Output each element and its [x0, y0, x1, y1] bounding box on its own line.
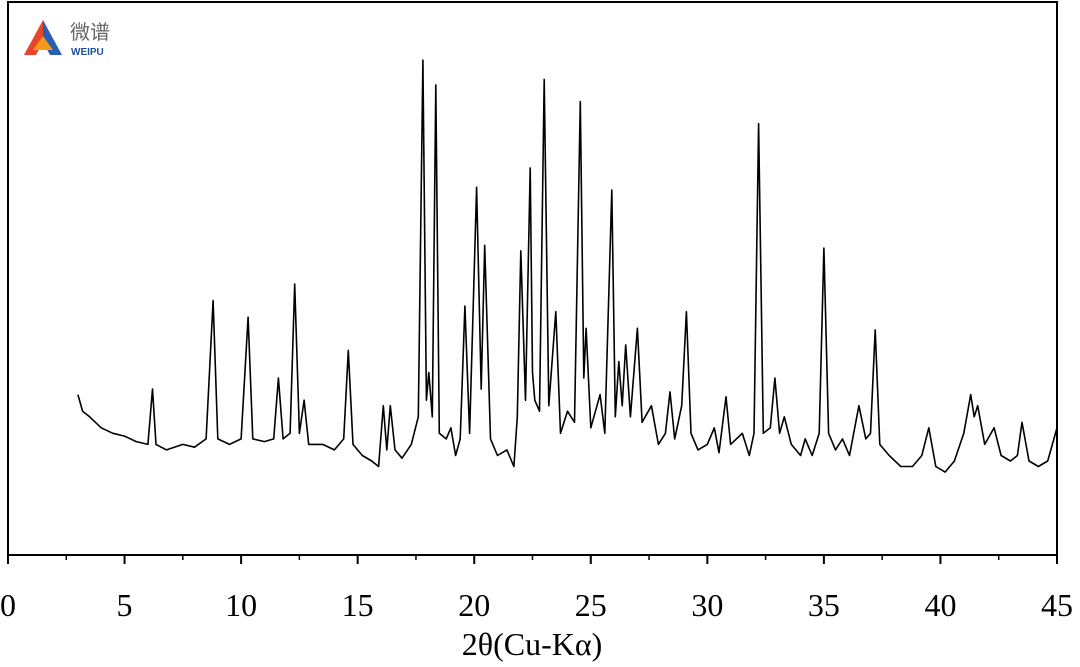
logo-center [33, 36, 53, 50]
x-tick-label: 45 [1041, 587, 1073, 623]
x-tick-label: 0 [0, 587, 16, 623]
x-tick-label: 5 [117, 587, 133, 623]
x-axis-label: 2θ(Cu-Kα) [462, 626, 603, 662]
logo-en: WEIPU [71, 47, 104, 58]
xrd-pattern [77, 59, 1058, 473]
x-tick-label: 10 [225, 587, 257, 623]
x-tick-label: 20 [458, 587, 490, 623]
plot-frame [7, 1, 1058, 556]
x-tick-label: 40 [924, 587, 956, 623]
x-tick-label: 35 [808, 587, 840, 623]
x-tick-label: 25 [575, 587, 607, 623]
logo-icon [24, 20, 62, 55]
x-tick-label: 30 [691, 587, 723, 623]
logo-cn: 微谱 [70, 20, 110, 44]
x-tick-label: 15 [342, 587, 374, 623]
